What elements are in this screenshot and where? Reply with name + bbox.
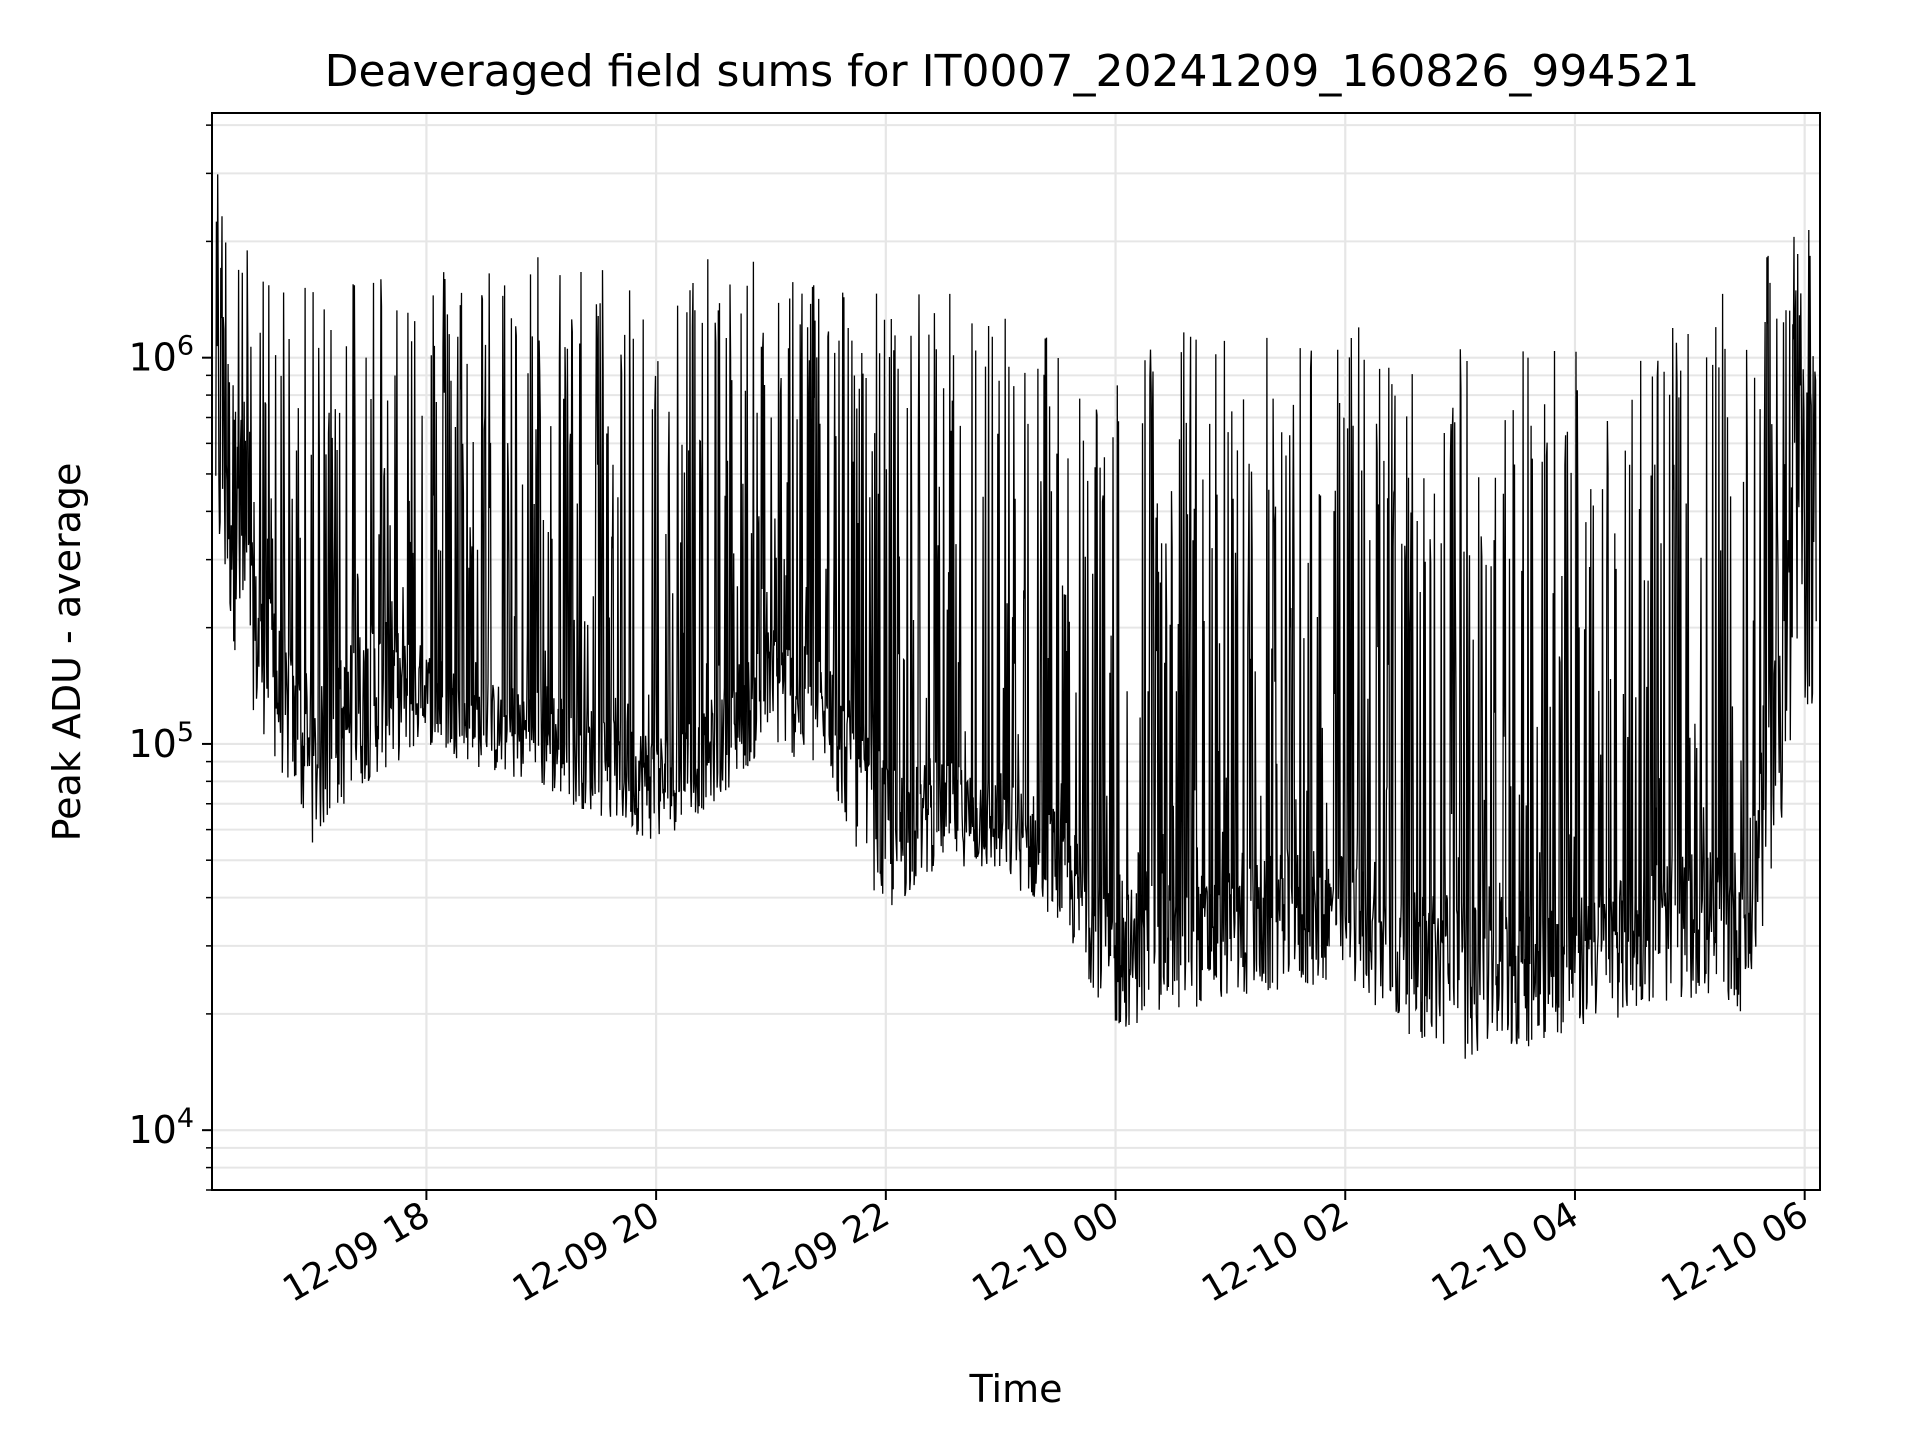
y-axis-label: Peak ADU - average	[45, 463, 89, 842]
x-axis-label: Time	[969, 1367, 1063, 1411]
y-tick-label: 105	[128, 717, 194, 766]
plot-area	[215, 174, 1817, 1059]
y-tick-label: 104	[128, 1103, 194, 1152]
chart-title: Deaveraged field sums for IT0007_2024120…	[325, 46, 1700, 97]
plot-frame	[211, 112, 1821, 1191]
series-line	[215, 174, 1817, 1059]
y-axis: 104 105 106	[128, 124, 212, 1191]
y-tick-label: 106	[128, 331, 194, 380]
